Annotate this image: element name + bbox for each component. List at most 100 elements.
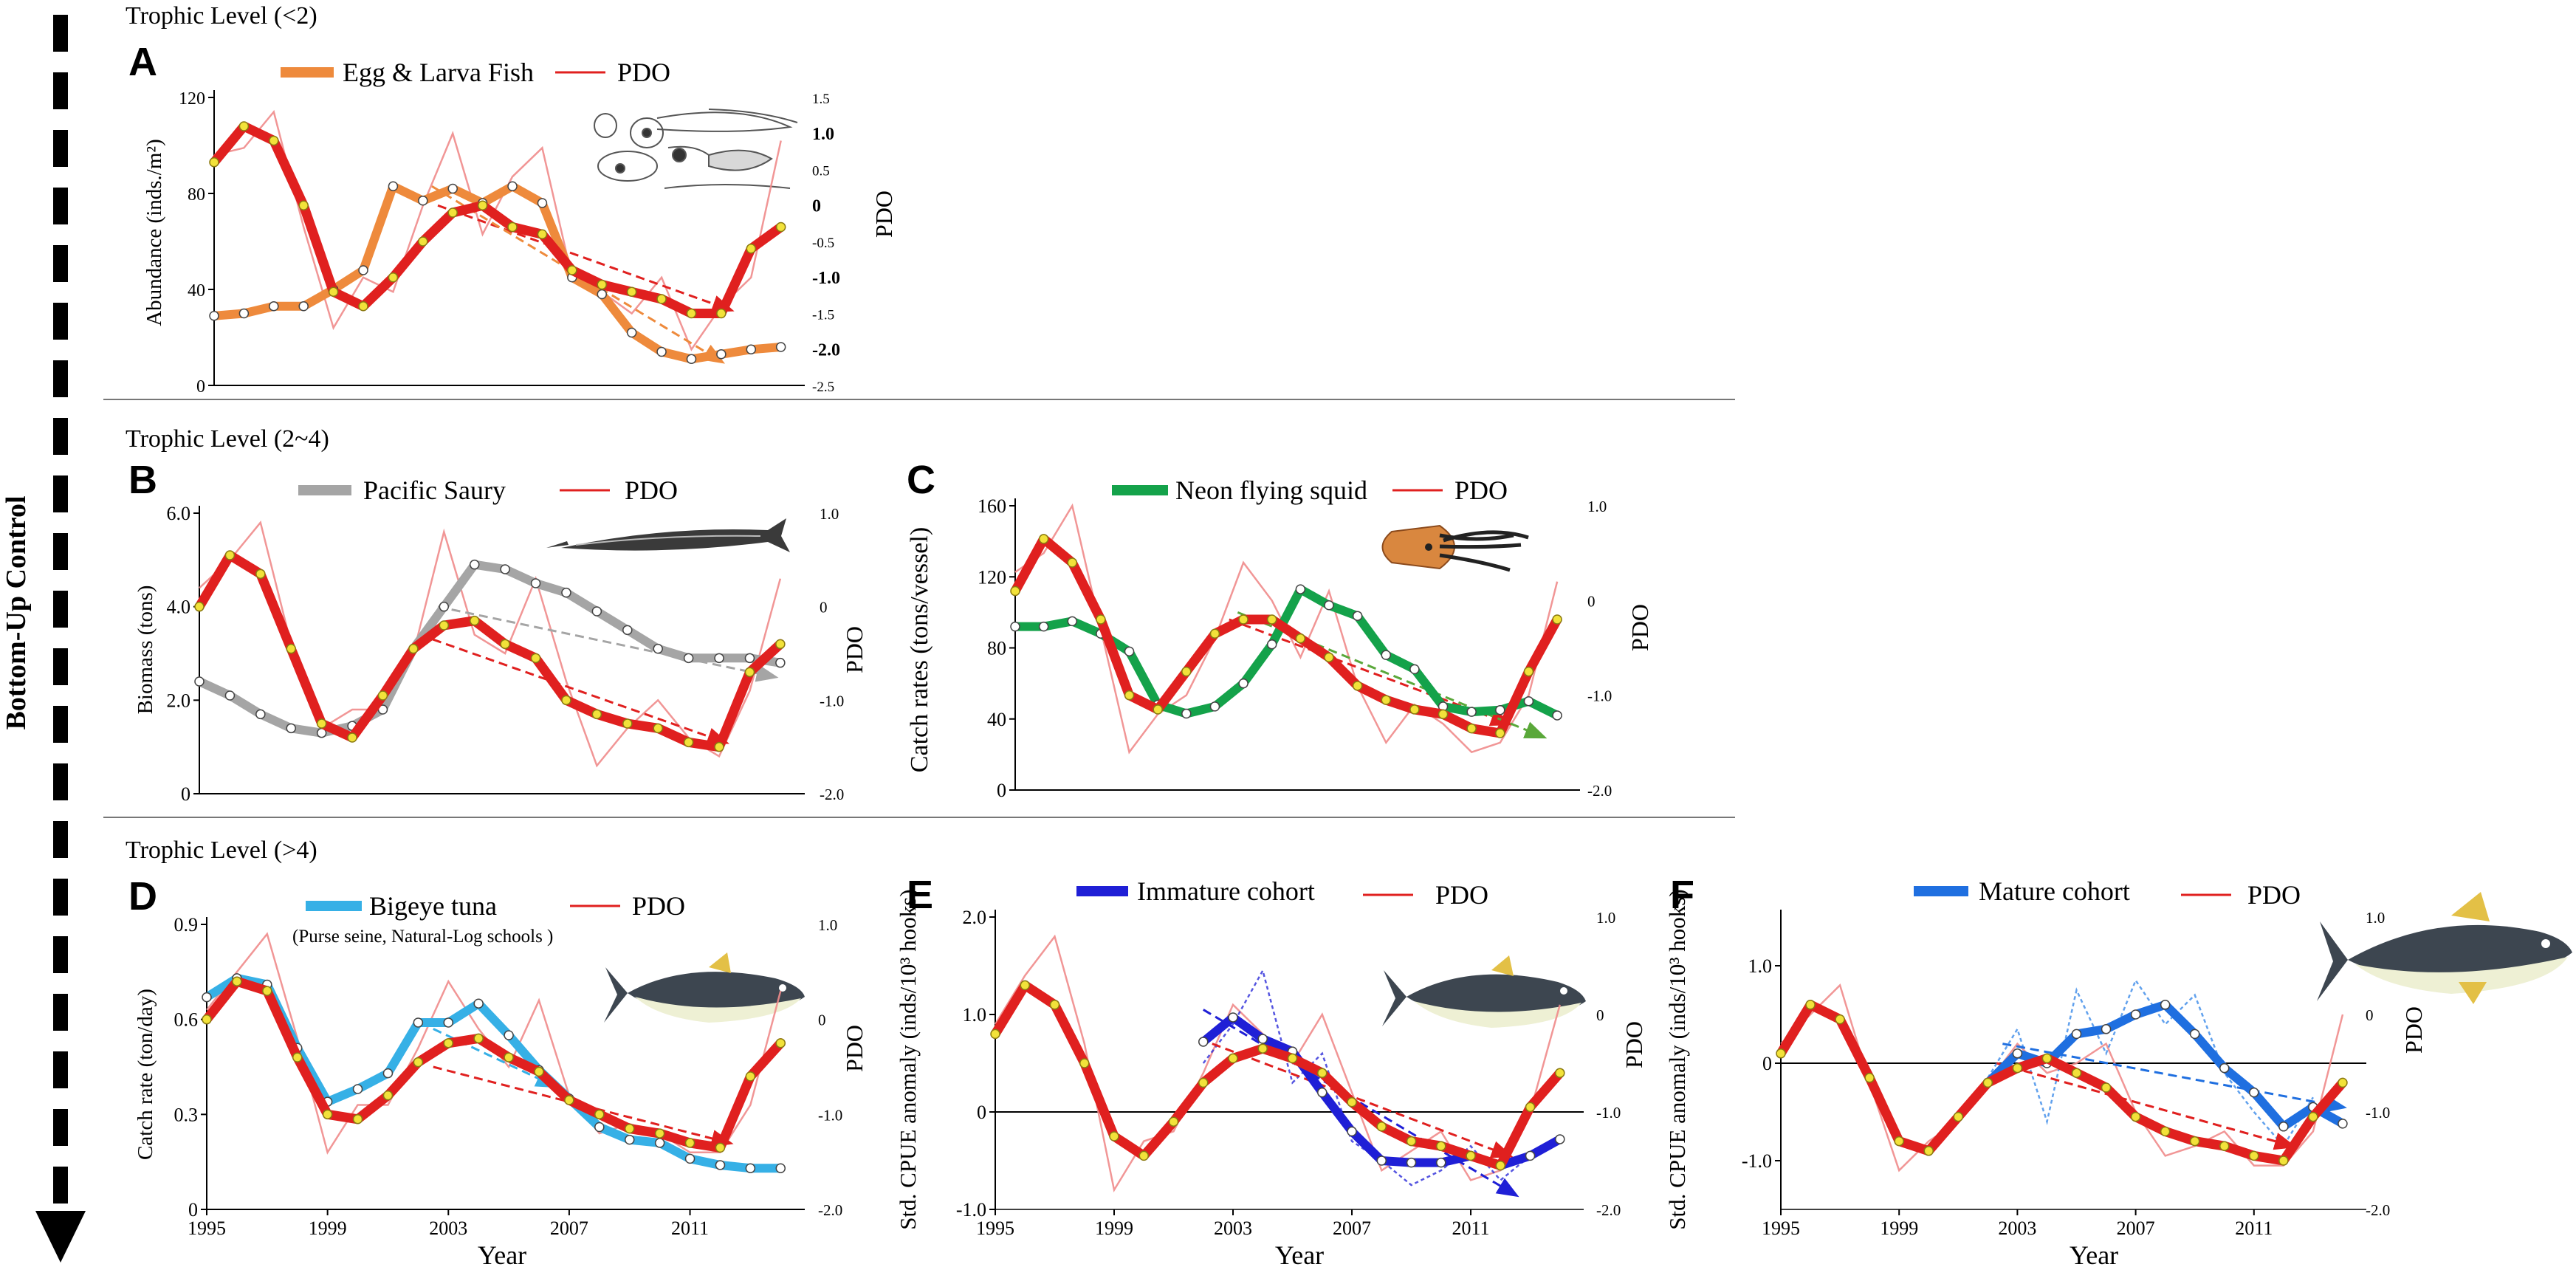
y-tick-label-a: 0 xyxy=(196,377,205,396)
section-title-mid: Trophic Level (2~4) xyxy=(126,425,329,453)
series-line-f xyxy=(1983,1000,2347,1131)
pdo-point-e xyxy=(1287,1053,1298,1064)
pdo-point-c xyxy=(1495,728,1505,738)
y-tick-label-c: 40 xyxy=(987,709,1006,730)
pdo-point-e xyxy=(1406,1136,1417,1147)
y-tick-label-b: 2.0 xyxy=(167,690,191,711)
y-tick-label-a: 40 xyxy=(188,281,205,301)
y-tick-label-e: 2.0 xyxy=(963,907,987,928)
pdo-point-c xyxy=(1352,681,1363,691)
y2label-d: PDO xyxy=(841,1025,868,1072)
pdo-point-d xyxy=(684,1138,695,1148)
pdo-point-a xyxy=(269,135,279,146)
pdo-point-a xyxy=(537,229,548,239)
y2-tick-label-a: 1.0 xyxy=(812,125,834,144)
pdo-point-c xyxy=(1209,628,1220,639)
x-tick-label-e: 2003 xyxy=(1214,1218,1252,1239)
pdo-point-a xyxy=(507,222,518,233)
series-point-d xyxy=(594,1122,605,1133)
series-point-c xyxy=(1381,650,1392,660)
series-point-a xyxy=(626,327,637,338)
series-point-b xyxy=(591,606,602,617)
y2-tick-label-a: -1.0 xyxy=(812,269,840,288)
pdo-point-e xyxy=(1525,1102,1536,1113)
legend-e-pdo-label: PDO xyxy=(1435,880,1488,910)
pdo-point-e xyxy=(1376,1122,1387,1132)
y2-tick-label-d: 1.0 xyxy=(818,916,837,934)
pdo-point-e xyxy=(1466,1150,1476,1161)
y-tick-label-f: 1.0 xyxy=(1748,955,1773,977)
series-point-d xyxy=(624,1134,635,1145)
pdo-point-a xyxy=(328,286,339,297)
legend-c: Neon flying squid PDO xyxy=(1112,475,1508,505)
pdo-point-b xyxy=(224,550,236,560)
y2-tick-label-b: -1.0 xyxy=(820,692,844,710)
series-point-a xyxy=(269,301,279,312)
pdo-point-d xyxy=(715,1142,726,1153)
pdo-point-d xyxy=(232,976,242,986)
pdo-point-a xyxy=(746,244,757,254)
pdo-point-b xyxy=(194,601,205,612)
pdo-point-e xyxy=(1020,980,1031,991)
y2-tick-label-a: 1.5 xyxy=(812,92,830,107)
series-point-c xyxy=(1523,696,1534,707)
panel-letter-a: A xyxy=(128,40,157,84)
series-point-e xyxy=(1436,1157,1446,1168)
x-tick-label-e: 1995 xyxy=(976,1218,1014,1239)
y-tick-label-e: 0 xyxy=(977,1102,986,1123)
series-point-c xyxy=(1352,611,1363,621)
y2-tick-label-a: 0 xyxy=(812,196,821,216)
series-point-b xyxy=(530,578,541,588)
pdo-point-f xyxy=(1776,1048,1786,1059)
ylabel-c: Catch rates (tons/vessel) xyxy=(906,527,933,772)
trend-arrow-d xyxy=(433,1028,558,1088)
series-point-b xyxy=(286,723,296,734)
section-title-low: Trophic Level (<2) xyxy=(126,2,317,30)
panel-d: D Bigeye tuna PDO (Purse seine, Natural-… xyxy=(128,874,868,1267)
y2-tick-label-f: -1.0 xyxy=(2366,1104,2390,1122)
pdo-point-a xyxy=(358,301,368,312)
pdo-point-b xyxy=(561,695,571,706)
series-point-a xyxy=(209,311,219,321)
pdo-point-a xyxy=(447,207,458,218)
pdo-point-b xyxy=(714,741,724,752)
series-point-c xyxy=(1466,707,1477,717)
pdo-point-e xyxy=(1228,1053,1238,1064)
y2-tick-label-c: 1.0 xyxy=(1587,498,1607,515)
pdo-point-e xyxy=(1555,1068,1565,1078)
charts-layer: 120 80 40 0 1.5 1.0 0.5 0 -0.5 -1.0 -1.5 -2.0 -2.5 6.… xyxy=(167,89,2391,1239)
series-point-c xyxy=(1295,584,1306,594)
pdo-point-d xyxy=(534,1066,544,1077)
legend-a-egg-label: Egg & Larva Fish xyxy=(343,58,534,87)
series-point-a xyxy=(298,301,309,312)
pdo-point-c xyxy=(1010,586,1020,597)
plot-d: 0.9 0.6 0.3 0 1.0 0 -1.0 -2.0 1995 1999 2003 2007 20… xyxy=(174,914,843,1239)
pdo-point-a xyxy=(388,272,399,283)
ylabel-d: Catch rate (ton/day) xyxy=(134,989,157,1160)
series-point-e xyxy=(1317,1087,1328,1098)
series-line-b xyxy=(195,560,785,738)
legend-b-pdo-label: PDO xyxy=(625,475,678,505)
panel-f: F Mature cohort PDO Std. CPUE anomaly (i… xyxy=(1664,873,2572,1267)
series-point-d xyxy=(473,998,484,1009)
pdo-point-c xyxy=(1153,704,1163,715)
ylabel-f: Std. CPUE anomaly (inds/10³ hooks) xyxy=(1664,889,1690,1229)
series-point-b xyxy=(439,601,450,612)
y-tick-label-f: -1.0 xyxy=(1742,1150,1772,1172)
series-point-e xyxy=(1555,1134,1565,1144)
pdo-point-f xyxy=(2041,1053,2053,1064)
pdo-point-c xyxy=(1038,534,1049,544)
legend-e: Immature cohort PDO xyxy=(1076,876,1488,910)
y2-tick-label-a: -2.5 xyxy=(812,380,834,395)
pdo-point-d xyxy=(564,1095,574,1105)
pdo-point-b xyxy=(622,718,633,729)
series-line-a xyxy=(210,182,786,364)
pdo-point-d xyxy=(262,986,272,996)
pdo-point-d xyxy=(504,1052,514,1062)
y2-tick-label-d: -2.0 xyxy=(818,1201,842,1219)
y2-tick-label-a: -1.5 xyxy=(812,308,834,323)
series-point-e xyxy=(1376,1156,1387,1166)
x-tick-label-e: 1999 xyxy=(1095,1218,1133,1239)
trend-arrow-f xyxy=(1996,1062,2297,1150)
